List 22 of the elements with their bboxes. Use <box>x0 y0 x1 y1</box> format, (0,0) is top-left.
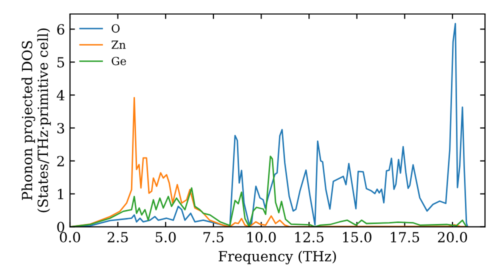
x-tick-label: 20.0 <box>438 232 468 242</box>
y-tick-label: 4 <box>56 90 64 100</box>
x-tick-label: 15.0 <box>343 232 372 242</box>
legend-label: Zn <box>112 40 126 49</box>
y-tick-label: 0 <box>57 222 64 232</box>
y-tick-label: 6 <box>57 24 64 35</box>
x-tick-label: 0.0 <box>60 232 80 242</box>
x-axis-title: Frequency (THz) <box>218 250 336 264</box>
x-tick-label: 2.5 <box>108 232 128 242</box>
legend-label: O <box>112 24 120 33</box>
x-tick-label: 5.0 <box>156 232 176 242</box>
x-tick-label: 12.5 <box>295 232 324 242</box>
line-series <box>70 156 468 227</box>
y-tick-label: 5 <box>57 57 64 68</box>
y-tick-label: 3 <box>57 122 64 134</box>
y-tick-label: 1 <box>58 188 64 200</box>
x-tick-label: 17.5 <box>390 232 420 242</box>
x-tick-label: 10.0 <box>247 232 276 242</box>
x-tick-label: 7.5 <box>204 232 224 242</box>
y-tick-label: 2 <box>57 156 64 166</box>
legend-label: Ge <box>112 56 126 66</box>
y-axis-title: Phonon projected DOS (States/THz·primitive cell) <box>22 28 51 212</box>
